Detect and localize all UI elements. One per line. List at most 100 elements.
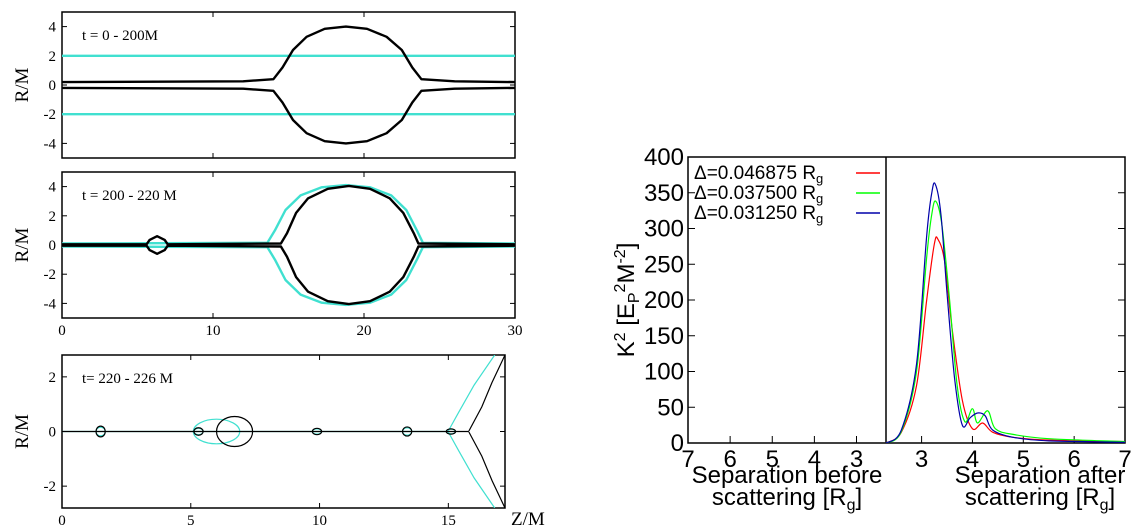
y-tick-label: -2 bbox=[44, 479, 57, 495]
x-axis-label-right-line1: Separation after bbox=[955, 462, 1126, 489]
y-tick-label: 0 bbox=[49, 78, 57, 94]
y-axis-label: R/M bbox=[12, 67, 33, 102]
series-line-0 bbox=[885, 236, 1125, 443]
surface-curve-black bbox=[62, 184, 515, 246]
legend-subscript: g bbox=[816, 211, 823, 226]
legend-label: Δ=0.031250 Rg bbox=[694, 203, 823, 226]
y-tick-label: 4 bbox=[49, 180, 57, 196]
y-tick-label: 300 bbox=[644, 216, 684, 243]
y-tick-label: -2 bbox=[44, 267, 57, 283]
y-tick-label: 2 bbox=[49, 49, 57, 65]
series-line-2 bbox=[885, 182, 1125, 443]
x-tick-label: 4 bbox=[966, 446, 979, 473]
y-axis-label: R/M bbox=[12, 414, 33, 449]
label-part: [E bbox=[613, 303, 640, 332]
y-axis-label: R/M bbox=[12, 227, 33, 262]
plot-area bbox=[62, 183, 515, 307]
x-tick-label: 10 bbox=[312, 513, 327, 526]
x-tick-label: 6 bbox=[1067, 446, 1080, 473]
y-tick-label: 250 bbox=[644, 251, 684, 278]
label-part: K bbox=[613, 341, 640, 357]
y-tick-label: 100 bbox=[644, 359, 684, 386]
small-bubble bbox=[311, 427, 323, 436]
label-part: M bbox=[613, 264, 640, 284]
y-tick-label: 50 bbox=[657, 394, 684, 421]
plot-area bbox=[62, 25, 515, 145]
label-part: 2 bbox=[612, 283, 629, 292]
y-tick-label: -4 bbox=[44, 136, 57, 152]
legend-text: Δ=0.037500 R bbox=[694, 183, 816, 204]
y-tick-label: 150 bbox=[644, 323, 684, 350]
label-part: scattering [R bbox=[712, 484, 847, 511]
x-tick-label: 20 bbox=[357, 323, 372, 339]
y-tick-label: 350 bbox=[644, 180, 684, 207]
x-axis-label-right-line2: scattering [Rg] bbox=[965, 484, 1115, 514]
small-bubble bbox=[193, 427, 204, 436]
horn-curve bbox=[468, 355, 505, 432]
panel-label: t = 0 - 200M bbox=[82, 28, 158, 44]
x-tick-label: 5 bbox=[1017, 446, 1030, 473]
x-tick-label: 5 bbox=[766, 446, 779, 473]
x-tick-label: 10 bbox=[206, 323, 221, 339]
label-subscript: g bbox=[1100, 497, 1109, 514]
x-tick-label: 4 bbox=[808, 446, 821, 473]
surface-curve-cyan bbox=[62, 183, 515, 245]
y-tick-label: 200 bbox=[644, 287, 684, 314]
panel-middle: 420-2-40 10 20 30R/Mt = 200 - 220 M bbox=[12, 171, 523, 339]
horn-curve bbox=[447, 431, 496, 508]
plot-area bbox=[885, 182, 1125, 443]
y-tick-label: 0 bbox=[671, 430, 684, 457]
legend-label: Δ=0.046875 Rg bbox=[694, 163, 823, 186]
x-tick-label: 15 bbox=[441, 513, 456, 526]
x-tick-label: 0 bbox=[58, 323, 66, 339]
x-tick-label: 6 bbox=[723, 446, 736, 473]
x-tick-label: 7 bbox=[681, 446, 694, 473]
x-axis-label-left-line1: Separation before bbox=[692, 462, 883, 489]
surface-curve-black bbox=[62, 25, 515, 84]
y-tick-label: -4 bbox=[44, 296, 57, 312]
horn-curve bbox=[447, 355, 496, 432]
legend-text: Δ=0.046875 R bbox=[694, 163, 816, 184]
label-part: ] bbox=[1108, 484, 1115, 511]
x-axis-label-left-line2: scattering [Rg] bbox=[712, 484, 862, 514]
small-bubble bbox=[401, 426, 413, 437]
surface-curve-black bbox=[62, 86, 515, 145]
y-tick-label: -2 bbox=[44, 107, 57, 123]
series-line-1 bbox=[885, 200, 1125, 443]
label-part: ] bbox=[855, 484, 862, 511]
x-tick-label: 0 bbox=[58, 513, 66, 526]
x-tick-label: 7 bbox=[1118, 446, 1131, 473]
small-bubble bbox=[445, 428, 457, 435]
panel-top: 4 2 0 -2 -4 R/M t = 0 - 200M bbox=[12, 11, 516, 159]
big-bubble bbox=[215, 415, 254, 448]
label-part: ] bbox=[613, 243, 640, 250]
x-axis-label: Z/M bbox=[511, 509, 545, 526]
y-tick-label: 4 bbox=[49, 20, 57, 36]
y-tick-label: 400 bbox=[644, 144, 684, 171]
x-tick-label: 3 bbox=[915, 446, 928, 473]
label-part: scattering [R bbox=[965, 484, 1100, 511]
legend-subscript: g bbox=[816, 171, 823, 186]
label-part: P bbox=[626, 292, 643, 303]
label-part: -2 bbox=[612, 249, 629, 263]
legend-text: Δ=0.031250 R bbox=[694, 203, 816, 224]
legend-label: Δ=0.037500 Rg bbox=[694, 183, 823, 206]
plot-area bbox=[62, 355, 505, 508]
panel-label: t= 220 - 226 M bbox=[82, 371, 173, 387]
horn-curve bbox=[468, 431, 505, 508]
y-tick-label: 2 bbox=[49, 370, 57, 386]
label-part: 2 bbox=[612, 332, 629, 341]
y-axis-label: K2 [EP2M-2] bbox=[612, 243, 643, 358]
legend-subscript: g bbox=[816, 191, 823, 206]
panel-bottom: 2 0 -2 0 5 10 15 R/M t= 220 - 226 M Z/M bbox=[12, 354, 545, 526]
surface-curve-black bbox=[62, 244, 515, 306]
x-tick-label: 30 bbox=[508, 323, 523, 339]
y-tick-label: 2 bbox=[49, 209, 57, 225]
x-tick-label: 3 bbox=[850, 446, 863, 473]
label-subscript: g bbox=[847, 497, 856, 514]
y-tick-label: 0 bbox=[49, 238, 57, 254]
surface-curve-cyan bbox=[62, 245, 515, 307]
x-tick-label: 5 bbox=[187, 513, 195, 526]
